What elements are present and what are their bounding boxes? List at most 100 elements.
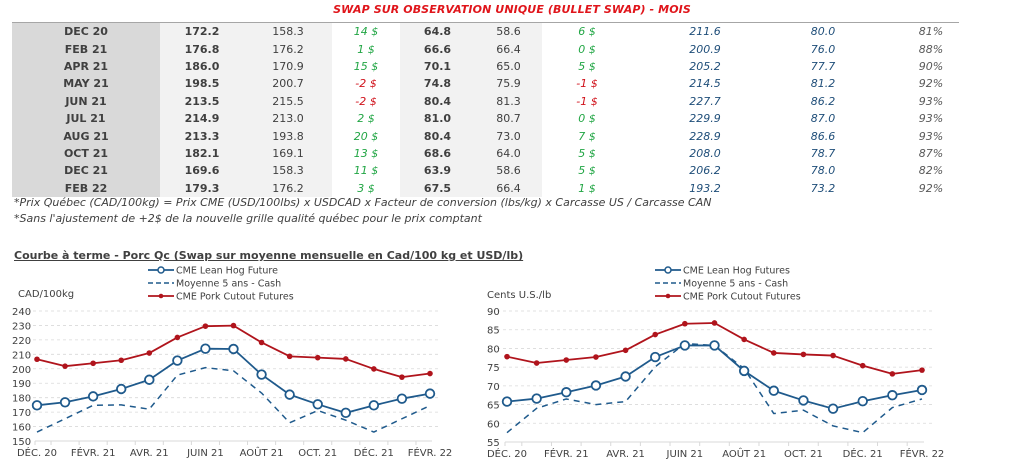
x-tick-label: FÉVR. 21 [71, 446, 116, 459]
legend-marker-icon [158, 293, 164, 299]
qc-difference-cell: 1 $ [357, 42, 375, 56]
footnote-adjustment: *Sans l'ajustement de +2$ de la nouvelle… [14, 212, 482, 225]
us-difference-cell: 5 $ [542, 144, 632, 163]
data-point [620, 371, 631, 382]
qc-average-cell: 176.2 [244, 40, 332, 58]
data-point [711, 320, 718, 326]
cutout-cad-cell: 208.0 [689, 146, 721, 160]
us-difference-cell: 0 $ [542, 109, 632, 128]
y-tick-label: 60 [487, 419, 500, 430]
y-tick-label: 85 [487, 326, 500, 337]
cutout-cad-cell: 227.7 [689, 94, 721, 108]
y-tick-label: 180 [12, 394, 31, 405]
qc-average-cell: 213.0 [244, 109, 332, 128]
data-point [284, 389, 295, 400]
cutout-us-cell: 86.6 [810, 129, 836, 143]
us-price-cell: 74.8 [400, 75, 475, 93]
data-point [312, 399, 323, 410]
ratio-cell: 93% [918, 112, 944, 126]
data-point [116, 383, 127, 395]
series-moyenne-5-ans-cash [36, 366, 431, 433]
qc-average-cell: 170.9 [244, 57, 332, 76]
us-difference-cell: 0 $ [542, 40, 632, 58]
data-point [62, 363, 68, 369]
us-price-cell: 81.0 [400, 109, 475, 128]
chart-usd: Cents U.S./lb 55 60 65 70 75 80 85 90 DÉC. 20 FÉVR… [487, 266, 944, 461]
us-price-cell: 66.6 [400, 40, 475, 58]
ratio-cell: 93% [918, 129, 944, 143]
data-point [741, 336, 747, 343]
cutout-us-cell: 81.2 [810, 77, 836, 91]
qc-difference-cell: 13 $ [353, 146, 379, 160]
qc-difference-cell: 3 $ [357, 181, 375, 195]
qc-difference-cell: 20 $ [353, 129, 379, 143]
y-tick-label: 160 [12, 423, 31, 434]
data-point [827, 403, 839, 414]
qc-difference-cell: 15 $ [353, 59, 379, 73]
legend-item: CME Pork Cutout Futures [655, 292, 801, 303]
x-tick-label: OCT. 21 [298, 448, 337, 459]
cutout-us-cell: 78.7 [810, 146, 836, 160]
qc-price-cell: 213.5 [160, 92, 244, 110]
y-tick-label: 200 [12, 365, 31, 376]
data-point [427, 370, 433, 377]
data-point [770, 350, 777, 356]
legend-item: Moyenne 5 ans - Cash [655, 279, 788, 290]
ratio-cell: 93% [918, 94, 944, 108]
us-average-cell: 80.7 [475, 109, 542, 128]
qc-difference-cell: 2 $ [357, 112, 375, 126]
legend-label: CME Lean Hog Futures [683, 266, 790, 277]
ratio-cell: 92% [918, 77, 944, 91]
cutout-cad-cell: 214.5 [689, 77, 721, 91]
series-line [36, 366, 431, 433]
qc-price-cell: 214.9 [160, 109, 244, 128]
us-difference-cell: 7 $ [542, 127, 632, 145]
cutout-us-cell: 76.0 [810, 42, 836, 56]
us-average-cell: 58.6 [475, 162, 542, 180]
table-row: DEC 21 169.6 158.3 11 $ 63.9 58.6 5 $ 206.2 78.0… [12, 162, 994, 180]
data-point [738, 365, 750, 377]
data-point [561, 387, 572, 398]
data-point [709, 340, 720, 351]
charts-title: Courbe à terme - Porc Qc (Swap sur moyen… [14, 249, 524, 262]
qc-price-cell: 182.1 [160, 144, 244, 163]
y-tick-label: 80 [487, 344, 500, 355]
month-cell: JUL 21 [12, 109, 160, 128]
x-tick-label: AVR. 21 [130, 448, 169, 459]
x-tick-label: JUIN 21 [186, 448, 224, 459]
table-row: MAY 21 198.5 200.7 -2 $ 74.8 75.9 -1 $ 214.5 81.… [12, 75, 994, 93]
y-axis-label: Cents U.S./lb [487, 290, 551, 301]
x-tick-label: DÉC. 21 [354, 446, 394, 459]
data-point [768, 385, 779, 396]
qc-difference-cell: 11 $ [353, 164, 379, 178]
table-row: FEB 21 176.8 176.2 1 $ 66.6 66.4 0 $ 200.9 76.0 8… [12, 40, 994, 58]
cutout-us-cell: 73.2 [810, 181, 836, 195]
y-tick-label: 90 [487, 307, 500, 318]
month-cell: DEC 21 [12, 162, 160, 180]
data-point [622, 347, 629, 354]
ratio-cell: 90% [918, 59, 944, 73]
us-price-cell: 63.9 [400, 162, 475, 180]
qc-difference-cell: -2 $ [355, 77, 377, 91]
cutout-us-cell: 87.0 [810, 112, 836, 126]
qc-price-cell: 213.3 [160, 127, 244, 145]
legend-marker-icon [664, 266, 672, 274]
table-title: SWAP SUR OBSERVATION UNIQUE (BULLET SWAP… [333, 3, 691, 16]
legend-item: CME Pork Cutout Futures [148, 292, 294, 303]
ratio-cell: 87% [918, 146, 944, 160]
qc-price-cell: 179.3 [160, 179, 244, 197]
us-average-cell: 64.0 [475, 144, 542, 163]
us-average-cell: 73.0 [475, 127, 542, 145]
y-tick-label: 190 [12, 379, 31, 390]
ratio-cell: 92% [918, 181, 944, 195]
cutout-cad-cell: 228.9 [689, 129, 721, 143]
y-tick-label: 230 [12, 321, 31, 332]
data-point [798, 395, 809, 406]
cutout-us-cell: 80.0 [810, 25, 836, 39]
us-average-cell: 66.4 [475, 40, 542, 58]
cutout-us-cell: 77.7 [810, 59, 836, 73]
data-point [857, 396, 868, 407]
data-point [919, 367, 925, 373]
legend-label: Moyenne 5 ans - Cash [176, 279, 281, 290]
cutout-us-cell: 78.0 [810, 164, 836, 178]
